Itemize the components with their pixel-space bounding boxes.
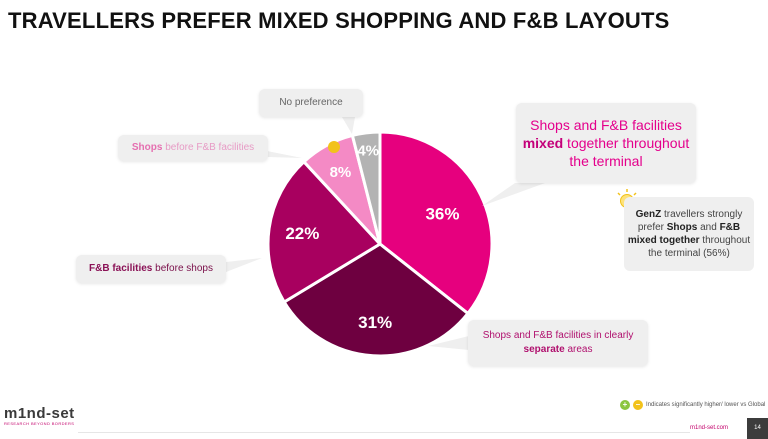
footer-url: m1nd-set.com	[690, 425, 729, 431]
callout-mixed-text2: together throughout the terminal	[563, 135, 690, 169]
pointer-separate	[428, 336, 469, 350]
slice-shops-first-label: 8%	[330, 164, 352, 181]
callout-shops-rest: before F&B facilities	[162, 142, 255, 153]
callout-mixed-hl: mixed	[522, 135, 564, 151]
callout-sep-text1: Shops and F&B facilities in clearly	[482, 330, 634, 341]
callout-mixed-text1: Shops and F&B facilities	[530, 117, 682, 133]
brand-logo-text: m1nd-set	[4, 405, 75, 422]
pointer-fb	[226, 258, 262, 272]
callout-no-preference: No preference	[259, 89, 363, 117]
callout-no-preference-label: No preference	[279, 97, 343, 108]
brand-tagline: RESEARCH BEYOND BORDERS	[4, 421, 75, 426]
slice-fb-first-label: 22%	[285, 224, 319, 243]
indicator-dot-icon	[328, 141, 340, 153]
slice-separate	[282, 242, 470, 358]
pointer-nopref	[342, 117, 355, 134]
genz-text1: travellers strongly prefer	[637, 209, 743, 233]
genz-hl3: F&B mixed together	[627, 222, 741, 246]
genz-insight-box: GenZ travellers strongly prefer Shops an…	[624, 197, 754, 271]
callout-sep-hl: separate	[523, 344, 565, 355]
brand-logo: m1nd-set RESEARCH BEYOND BORDERS	[4, 405, 75, 426]
callout-shops-before-fb: Shops before F&B facilities	[118, 135, 268, 161]
significance-legend: + – Indicates significantly higher/ lowe…	[620, 400, 765, 410]
callout-fb-hl: F&B facilities	[89, 263, 153, 274]
page-number: 14	[747, 418, 768, 439]
slice-fb-first	[266, 159, 383, 305]
callout-mixed-together: Shops and F&B facilities mixed together …	[516, 103, 696, 183]
genz-text3: throughout the terminal (56%)	[648, 235, 751, 259]
callout-fb-rest: before shops	[152, 263, 213, 274]
callout-sep-text2: areas	[564, 344, 593, 355]
minus-icon: –	[633, 400, 643, 410]
slice-mixed-label: 36%	[425, 205, 459, 224]
plus-icon: +	[620, 400, 630, 410]
genz-hl1: GenZ	[635, 209, 662, 220]
callout-fb-before-shops: F&B facilities before shops	[76, 255, 226, 283]
pointer-mixed	[482, 183, 545, 206]
pointer-shops	[262, 150, 302, 158]
footer-divider	[78, 432, 690, 433]
slice-separate-label: 31%	[358, 313, 392, 332]
callout-separate-areas: Shops and F&B facilities in clearly sepa…	[468, 320, 648, 366]
genz-text2: and	[697, 222, 720, 233]
genz-hl2: Shops	[666, 222, 698, 233]
slice-no-preference	[350, 130, 382, 245]
slice-no-preference-label: 4%	[357, 143, 379, 160]
slice-mixed	[378, 130, 494, 316]
page-title: TRAVELLERS PREFER MIXED SHOPPING AND F&B…	[8, 8, 670, 33]
legend-text: Indicates significantly higher/ lower vs…	[646, 402, 766, 408]
callout-shops-hl: Shops	[131, 142, 163, 153]
